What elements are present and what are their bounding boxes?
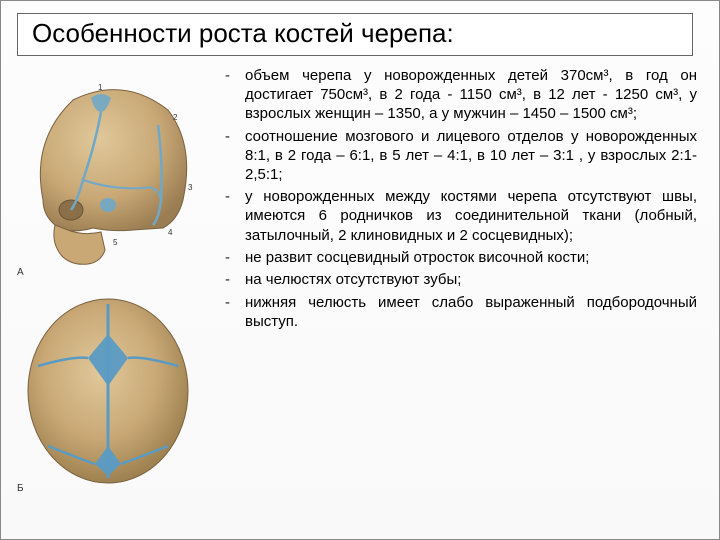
bullet-dash-icon: - — [221, 248, 245, 268]
bullet-text: объем черепа у новорожденных детей 370см… — [245, 66, 697, 124]
svg-text:5: 5 — [113, 238, 118, 247]
svg-text:3: 3 — [188, 183, 193, 192]
slide-container: Особенности роста костей черепа: — [0, 0, 720, 540]
bullet-text: у новорожденных между костями черепа отс… — [245, 187, 697, 245]
bullet-dash-icon: - — [221, 293, 245, 313]
text-column: - объем черепа у новорожденных детей 370… — [221, 66, 697, 496]
image-column: 1 2 3 4 5 А — [13, 66, 213, 496]
bullet-text: соотношение мозгового и лицевого отделов… — [245, 127, 697, 185]
figure-label-b: Б — [17, 483, 24, 494]
list-item: - не развит сосцевидный отросток височно… — [221, 248, 697, 268]
bullet-text: на челюстях отсутствуют зубы; — [245, 270, 697, 289]
skull-lateral-figure: 1 2 3 4 5 А — [13, 70, 203, 280]
list-item: - на челюстях отсутствуют зубы; — [221, 270, 697, 290]
skull-superior-figure: Б — [13, 286, 203, 496]
title-box: Особенности роста костей черепа: — [17, 13, 693, 56]
svg-text:1: 1 — [98, 83, 103, 92]
list-item: - нижняя челюсть имеет слабо выраженный … — [221, 293, 697, 331]
skull-superior-svg — [13, 286, 203, 496]
list-item: - соотношение мозгового и лицевого отдел… — [221, 127, 697, 185]
svg-text:2: 2 — [173, 113, 178, 122]
list-item: - у новорожденных между костями черепа о… — [221, 187, 697, 245]
bullet-dash-icon: - — [221, 187, 245, 207]
bullet-dash-icon: - — [221, 270, 245, 290]
list-item: - объем черепа у новорожденных детей 370… — [221, 66, 697, 124]
page-title: Особенности роста костей черепа: — [32, 18, 678, 49]
content-row: 1 2 3 4 5 А — [13, 66, 697, 496]
bullet-text: нижняя челюсть имеет слабо выраженный по… — [245, 293, 697, 331]
bullet-dash-icon: - — [221, 66, 245, 86]
svg-text:4: 4 — [168, 228, 173, 237]
bullet-dash-icon: - — [221, 127, 245, 147]
bullet-text: не развит сосцевидный отросток височной … — [245, 248, 697, 267]
figure-label-a: А — [17, 267, 24, 278]
skull-lateral-svg: 1 2 3 4 5 — [13, 70, 203, 280]
